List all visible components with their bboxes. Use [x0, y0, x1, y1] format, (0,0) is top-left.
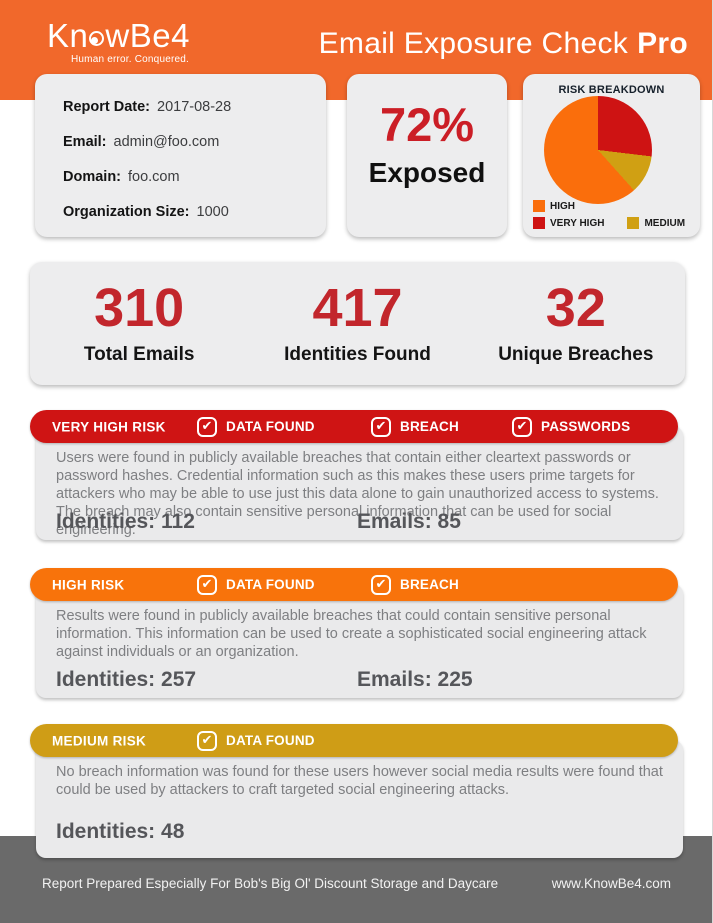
badge-passwords-label: PASSWORDS: [541, 419, 631, 434]
risk-legend: HIGH VERY HIGH MEDIUM: [533, 200, 695, 234]
risk-pie-chart: [544, 96, 652, 204]
very-high-identities: Identities: 112: [56, 510, 195, 533]
checkbox-checked-icon: ✔: [512, 416, 532, 437]
medium-risk-description: No breach information was found for thes…: [56, 764, 663, 798]
risk-breakdown-title: RISK BREAKDOWN: [558, 84, 665, 96]
logo-text-pre: Kn: [47, 17, 89, 54]
badge-passwords: ✔ PASSWORDS: [512, 416, 631, 437]
stat-identities-found: 417 Identities Found: [248, 281, 466, 366]
badge-data-found: ✔ DATA FOUND: [197, 574, 315, 595]
checkbox-checked-icon: ✔: [197, 730, 217, 751]
legend-label-high: HIGH: [550, 200, 575, 212]
logo-wordmark: Kn wBe4: [47, 17, 190, 54]
legend-item-medium: MEDIUM: [627, 217, 685, 229]
domain-label: Domain:: [63, 169, 121, 185]
report-title-text: Email Exposure Check: [318, 27, 629, 60]
footer-prepared-for: Report Prepared Especially For Bob's Big…: [42, 876, 499, 891]
stat-total-emails-value: 310: [94, 278, 185, 338]
very-high-risk-body: Users were found in publicly available b…: [36, 426, 683, 540]
badge-data-found-label: DATA FOUND: [226, 419, 315, 434]
badge-breach: ✔ BREACH: [371, 574, 459, 595]
report-date-field: Report Date: 2017-08-28: [63, 99, 316, 115]
stat-unique-breaches-label: Unique Breaches: [498, 344, 654, 365]
high-risk-body: Results were found in publicly available…: [36, 584, 683, 698]
legend-swatch-very-high: [533, 217, 545, 229]
legend-item-high: HIGH: [533, 200, 575, 212]
stat-identities-found-value: 417: [312, 278, 403, 338]
badge-breach: ✔ BREACH: [371, 416, 459, 437]
email-field: Email: admin@foo.com: [63, 134, 316, 150]
badge-data-found-label: DATA FOUND: [226, 733, 315, 748]
very-high-risk-banner: VERY HIGH RISK ✔ DATA FOUND ✔ BREACH ✔ P…: [30, 410, 678, 443]
medium-risk-title: MEDIUM RISK: [52, 733, 147, 748]
badge-data-found: ✔ DATA FOUND: [197, 416, 315, 437]
org-size-field: Organization Size: 1000: [63, 204, 316, 220]
badge-data-found-label: DATA FOUND: [226, 577, 315, 592]
domain-value: foo.com: [128, 169, 180, 185]
high-emails: Emails: 225: [357, 668, 473, 691]
domain-field: Domain: foo.com: [63, 169, 316, 185]
stat-identities-found-label: Identities Found: [284, 344, 431, 365]
stat-total-emails: 310 Total Emails: [30, 281, 248, 366]
logo-text-post: wBe4: [105, 17, 190, 54]
checkbox-checked-icon: ✔: [197, 416, 217, 437]
badge-breach-label: BREACH: [400, 577, 459, 592]
medium-risk-body: No breach information was found for thes…: [36, 740, 683, 858]
email-value: admin@foo.com: [113, 134, 220, 150]
email-label: Email:: [63, 134, 107, 150]
exposure-card: 72% Exposed: [347, 74, 507, 237]
knowbe4-logo: Kn wBe4 Human error. Conquered.: [47, 17, 190, 65]
logo-tagline: Human error. Conquered.: [71, 53, 189, 65]
badge-breach-label: BREACH: [400, 419, 459, 434]
exposure-label: Exposed: [368, 157, 486, 188]
legend-item-very-high: VERY HIGH: [533, 217, 604, 229]
logo-eye-icon: [89, 31, 105, 46]
high-risk-description: Results were found in publicly available…: [56, 608, 647, 660]
checkbox-checked-icon: ✔: [197, 574, 217, 595]
stat-unique-breaches-value: 32: [545, 278, 606, 338]
report-title: Email Exposure Check Pro: [319, 27, 688, 61]
report-date-label: Report Date:: [63, 99, 151, 115]
report-title-pro: Pro: [637, 27, 688, 60]
very-high-risk-title: VERY HIGH RISK: [52, 419, 166, 434]
legend-swatch-high: [533, 200, 545, 212]
high-identities: Identities: 257: [56, 668, 197, 691]
legend-swatch-medium: [627, 217, 640, 229]
high-risk-banner: HIGH RISK ✔ DATA FOUND ✔ BREACH: [30, 568, 678, 601]
medium-risk-banner: MEDIUM RISK ✔ DATA FOUND: [30, 724, 678, 757]
checkbox-checked-icon: ✔: [371, 574, 391, 595]
medium-identities: Identities: 48: [56, 820, 185, 843]
summary-stats-card: 310 Total Emails 417 Identities Found 32…: [30, 262, 685, 385]
very-high-risk-description: Users were found in publicly available b…: [56, 450, 659, 538]
report-date-value: 2017-08-28: [157, 99, 232, 115]
org-size-value: 1000: [196, 204, 229, 220]
badge-data-found: ✔ DATA FOUND: [197, 730, 315, 751]
risk-breakdown-card: RISK BREAKDOWN HIGH VERY HIGH MEDIUM: [523, 74, 700, 237]
checkbox-checked-icon: ✔: [371, 416, 391, 437]
knowbe4-url-link[interactable]: www.KnowBe4.com: [551, 876, 671, 891]
exposure-percent: 72%: [379, 98, 475, 151]
stat-total-emails-label: Total Emails: [83, 344, 195, 365]
org-size-label: Organization Size:: [63, 204, 190, 220]
stat-unique-breaches: 32 Unique Breaches: [467, 281, 685, 366]
report-info-card: Report Date: 2017-08-28 Email: admin@foo.c…: [35, 74, 326, 237]
high-risk-title: HIGH RISK: [52, 577, 125, 592]
legend-label-medium: MEDIUM: [644, 217, 686, 229]
very-high-emails: Emails: 85: [357, 510, 461, 533]
legend-label-very-high: VERY HIGH: [550, 217, 605, 229]
